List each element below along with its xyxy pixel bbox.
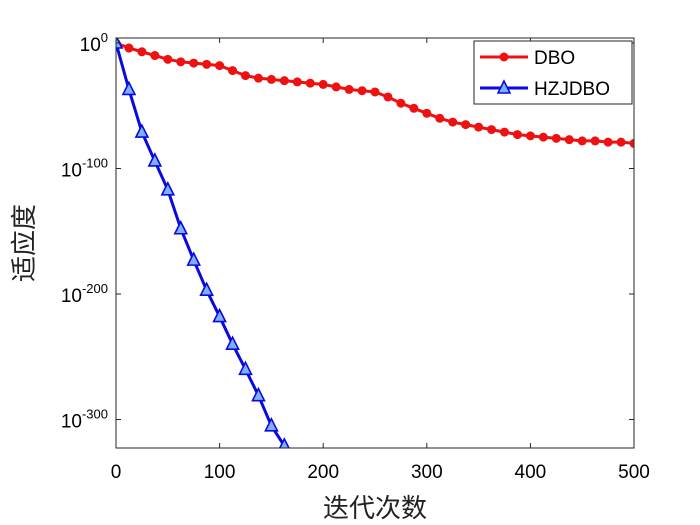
data-point-dbo xyxy=(318,79,328,89)
data-point-dbo xyxy=(176,57,186,67)
data-point-hzjdbo xyxy=(225,335,240,351)
data-point-dbo xyxy=(603,137,613,147)
data-point-dbo xyxy=(215,61,225,71)
x-tick-label: 500 xyxy=(618,462,650,483)
data-point-dbo xyxy=(616,137,626,147)
data-point-dbo xyxy=(344,84,354,94)
data-point-dbo xyxy=(590,136,600,146)
data-point-dbo xyxy=(435,113,445,123)
y-tick-label: 10-100 xyxy=(61,156,108,182)
data-point-hzjdbo xyxy=(121,80,137,96)
data-point-dbo xyxy=(370,87,380,97)
data-point-dbo xyxy=(525,131,535,141)
x-tick-label: 400 xyxy=(515,462,547,483)
data-point-dbo xyxy=(279,76,289,86)
legend: DBO HZJDBO xyxy=(473,40,633,105)
data-point-dbo xyxy=(422,108,432,118)
data-point-hzjdbo xyxy=(251,386,266,402)
legend-label-dbo: DBO xyxy=(534,48,575,69)
data-point-dbo xyxy=(500,127,509,137)
data-point-dbo xyxy=(538,132,548,142)
x-tick-label: 200 xyxy=(307,462,339,483)
data-point-dbo xyxy=(487,125,497,135)
data-point-dbo xyxy=(305,78,315,88)
x-tick-label: 100 xyxy=(204,462,236,483)
data-point-dbo xyxy=(253,73,263,83)
data-point-hzjdbo xyxy=(278,437,290,448)
legend-marker-hzjdbo xyxy=(496,79,512,94)
data-point-dbo xyxy=(383,92,393,102)
plot-frame xyxy=(115,37,635,449)
data-point-dbo xyxy=(448,117,458,127)
data-point-dbo xyxy=(163,54,173,64)
x-tick-label: 0 xyxy=(111,462,122,483)
data-point-dbo xyxy=(564,135,574,145)
data-point-dbo xyxy=(474,122,484,132)
legend-label-hzjdbo: HZJDBO xyxy=(534,79,610,100)
x-tick-label: 300 xyxy=(411,462,443,483)
data-point-dbo xyxy=(150,51,160,61)
y-tick-label: 100 xyxy=(80,30,108,56)
data-point-dbo xyxy=(124,43,134,53)
plot-area xyxy=(116,38,634,448)
data-point-hzjdbo xyxy=(199,281,214,297)
data-point-hzjdbo xyxy=(186,251,201,266)
data-point-hzjdbo xyxy=(212,307,227,323)
tick-layer: 0 100 200 300 400 500 100 10-100 10-200 10-300 xyxy=(61,30,650,483)
data-point-hzjdbo xyxy=(134,123,150,138)
data-point-dbo xyxy=(551,133,561,143)
series-layer xyxy=(116,38,634,448)
x-axis-label: 迭代次数 xyxy=(323,494,427,524)
data-point-dbo xyxy=(461,120,471,130)
data-point-dbo xyxy=(629,138,634,148)
data-point-hzjdbo xyxy=(147,152,163,167)
data-point-dbo xyxy=(331,82,341,92)
data-point-dbo xyxy=(137,47,147,57)
data-point-hzjdbo xyxy=(173,219,189,235)
data-point-dbo xyxy=(409,103,419,113)
data-point-dbo xyxy=(577,136,587,146)
data-point-dbo xyxy=(241,71,250,81)
y-axis-label: 适应度 xyxy=(10,204,40,282)
legend-marker-dbo xyxy=(499,52,509,62)
data-point-hzjdbo xyxy=(238,360,253,376)
data-point-dbo xyxy=(292,77,302,87)
data-point-dbo xyxy=(266,74,276,84)
y-tick-label: 10-200 xyxy=(61,281,108,307)
data-point-dbo xyxy=(512,130,522,140)
data-point-dbo xyxy=(228,66,238,76)
data-point-dbo xyxy=(189,58,199,68)
data-point-hzjdbo xyxy=(264,416,279,432)
data-point-dbo xyxy=(357,86,367,96)
data-point-hzjdbo xyxy=(160,181,176,196)
data-point-dbo xyxy=(202,59,212,69)
data-point-dbo xyxy=(396,98,406,108)
y-tick-label: 10-300 xyxy=(61,407,108,433)
